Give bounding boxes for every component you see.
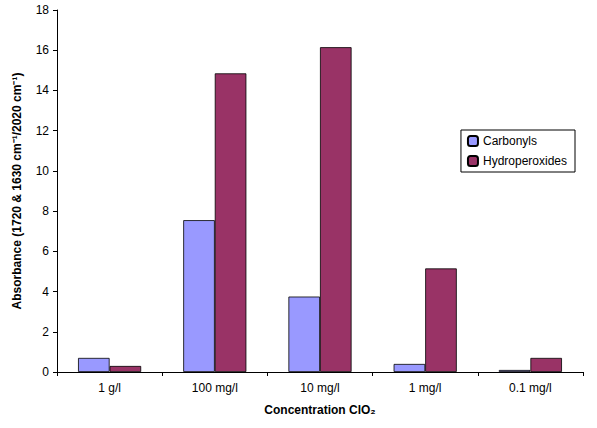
svg-text:10 mg/l: 10 mg/l (300, 381, 339, 395)
svg-text:6: 6 (42, 244, 49, 258)
svg-text:14: 14 (36, 83, 50, 97)
svg-text:4: 4 (42, 285, 49, 299)
svg-text:Absorbance (1720 & 1630 cm⁻¹/2: Absorbance (1720 & 1630 cm⁻¹/2020 cm⁻¹) (10, 73, 24, 310)
svg-text:0: 0 (42, 365, 49, 379)
svg-text:10: 10 (36, 164, 50, 178)
svg-text:100 mg/l: 100 mg/l (192, 381, 238, 395)
svg-text:Hydroperoxides: Hydroperoxides (483, 154, 567, 168)
svg-text:8: 8 (42, 204, 49, 218)
svg-text:Concentration ClO₂: Concentration ClO₂ (264, 403, 375, 417)
svg-text:1 g/l: 1 g/l (98, 381, 121, 395)
svg-text:18: 18 (36, 3, 50, 17)
svg-text:1 mg/l: 1 mg/l (409, 381, 442, 395)
svg-text:2: 2 (42, 325, 49, 339)
svg-text:Carbonyls: Carbonyls (483, 134, 537, 148)
svg-text:12: 12 (36, 124, 50, 138)
svg-text:16: 16 (36, 43, 50, 57)
svg-text:0.1 mg/l: 0.1 mg/l (509, 381, 552, 395)
